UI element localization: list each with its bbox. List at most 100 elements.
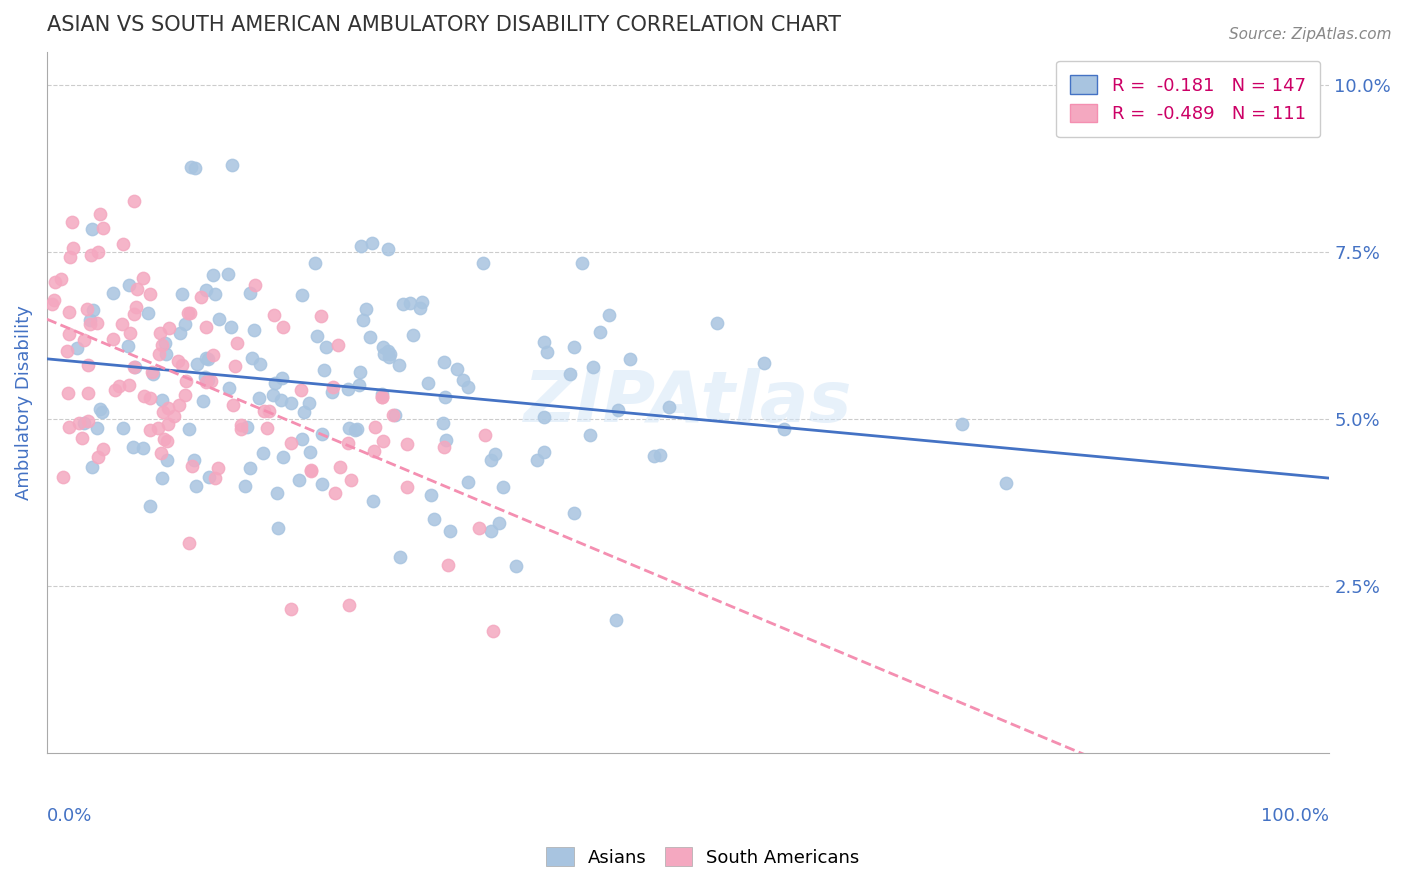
Point (280, 436, 302, 450)
Point (44, 276, 66, 290)
Point (139, 499, 162, 513)
Point (125, 300, 148, 314)
Point (194, 283, 217, 297)
Point (299, 463, 322, 477)
Point (488, 516, 510, 530)
Point (112, 237, 135, 252)
Point (643, 449, 665, 463)
Point (118, 278, 141, 293)
Point (432, 416, 454, 430)
Point (77, 414, 100, 428)
Point (571, 256, 593, 270)
Point (378, 350, 401, 364)
Point (73, 416, 96, 430)
Point (263, 376, 285, 390)
Point (124, 360, 146, 375)
Point (197, 373, 219, 387)
Point (101, 332, 124, 346)
Point (381, 409, 404, 423)
Point (58, 419, 80, 434)
Point (142, 368, 165, 382)
Point (58, 326, 80, 341)
Point (392, 297, 415, 311)
Point (578, 428, 600, 442)
Point (298, 444, 321, 458)
Point (271, 450, 294, 464)
Point (361, 493, 384, 508)
Point (176, 306, 198, 320)
Point (256, 420, 278, 434)
Point (291, 287, 314, 301)
Point (79, 313, 101, 327)
Point (605, 613, 627, 627)
Point (207, 461, 229, 475)
Point (479, 524, 502, 538)
Point (471, 256, 494, 270)
Point (44, 293, 66, 307)
Point (91, 221, 114, 235)
Point (174, 317, 197, 331)
Point (329, 460, 352, 475)
Point (321, 385, 343, 400)
Point (91, 405, 114, 419)
Point (433, 355, 456, 369)
Point (437, 558, 460, 572)
Point (112, 421, 135, 435)
Point (648, 448, 671, 462)
Point (104, 383, 127, 397)
Point (378, 347, 401, 361)
Point (389, 549, 412, 564)
Point (169, 399, 191, 413)
Point (79, 317, 101, 331)
Point (198, 470, 221, 484)
Point (533, 335, 555, 350)
Point (148, 421, 170, 435)
Point (243, 278, 266, 293)
Point (994, 476, 1017, 491)
Point (298, 396, 321, 410)
Point (217, 267, 239, 281)
Point (197, 351, 219, 366)
Point (533, 445, 555, 459)
Point (76, 358, 98, 372)
Point (132, 271, 155, 285)
Point (419, 488, 441, 502)
Point (148, 347, 170, 361)
Point (229, 417, 252, 432)
Point (247, 391, 270, 405)
Point (354, 301, 377, 316)
Point (157, 401, 180, 416)
Point (190, 290, 212, 304)
Point (344, 423, 367, 437)
Point (328, 337, 350, 351)
Point (150, 392, 173, 407)
Point (67, 416, 90, 430)
Point (150, 445, 173, 459)
Text: ASIAN VS SOUTH AMERICAN AMBULATORY DISABILITY CORRELATION CHART: ASIAN VS SOUTH AMERICAN AMBULATORY DISAB… (46, 15, 841, 35)
Point (149, 326, 172, 340)
Point (360, 235, 382, 250)
Point (73, 333, 96, 347)
Point (259, 404, 281, 418)
Point (706, 316, 728, 330)
Point (219, 320, 242, 334)
Point (233, 478, 256, 492)
Point (124, 194, 146, 208)
Point (560, 367, 582, 381)
Point (62, 241, 84, 255)
Point (150, 471, 173, 485)
Point (337, 382, 360, 396)
Point (221, 398, 243, 412)
Point (170, 287, 193, 301)
Point (336, 435, 359, 450)
Point (153, 433, 176, 447)
Point (309, 309, 332, 323)
Point (395, 480, 418, 494)
Point (377, 344, 399, 359)
Point (373, 340, 395, 354)
Point (89, 207, 111, 221)
Point (155, 347, 177, 361)
Point (49, 272, 72, 286)
Point (409, 301, 432, 315)
Point (474, 428, 496, 442)
